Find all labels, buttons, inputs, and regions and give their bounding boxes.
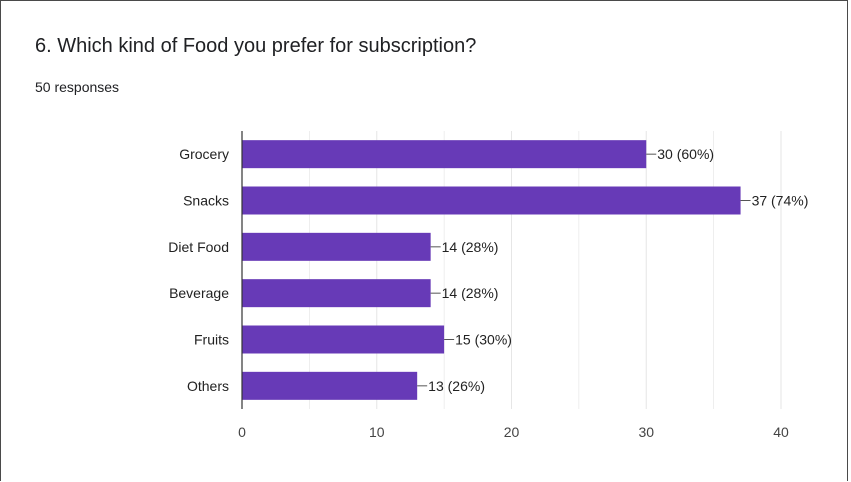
bar-others	[242, 371, 418, 400]
response-count: 50 responses	[35, 79, 120, 95]
bar-snacks	[242, 186, 741, 215]
category-label: Grocery	[179, 146, 229, 162]
question-title: 6. Which kind of Food you prefer for sub…	[35, 35, 477, 57]
data-label: 14 (28%)	[442, 285, 499, 301]
x-tick-label: 40	[773, 424, 789, 440]
x-tick-label: 0	[238, 424, 246, 440]
x-tick-label: 20	[504, 424, 520, 440]
category-label: Beverage	[169, 285, 229, 301]
x-tick-label: 30	[638, 424, 654, 440]
bar-diet-food	[242, 232, 431, 261]
category-label: Snacks	[183, 193, 229, 209]
x-tick-label: 10	[369, 424, 385, 440]
bar-grocery	[242, 140, 647, 169]
data-label: 13 (26%)	[428, 378, 485, 394]
category-label: Diet Food	[168, 239, 229, 255]
bar-beverage	[242, 279, 431, 308]
data-label: 30 (60%)	[657, 146, 714, 162]
bar-fruits	[242, 325, 445, 354]
category-label: Fruits	[194, 332, 229, 348]
data-label: 37 (74%)	[752, 193, 809, 209]
data-label: 14 (28%)	[442, 239, 499, 255]
data-label: 15 (30%)	[455, 332, 512, 348]
category-label: Others	[187, 378, 229, 394]
